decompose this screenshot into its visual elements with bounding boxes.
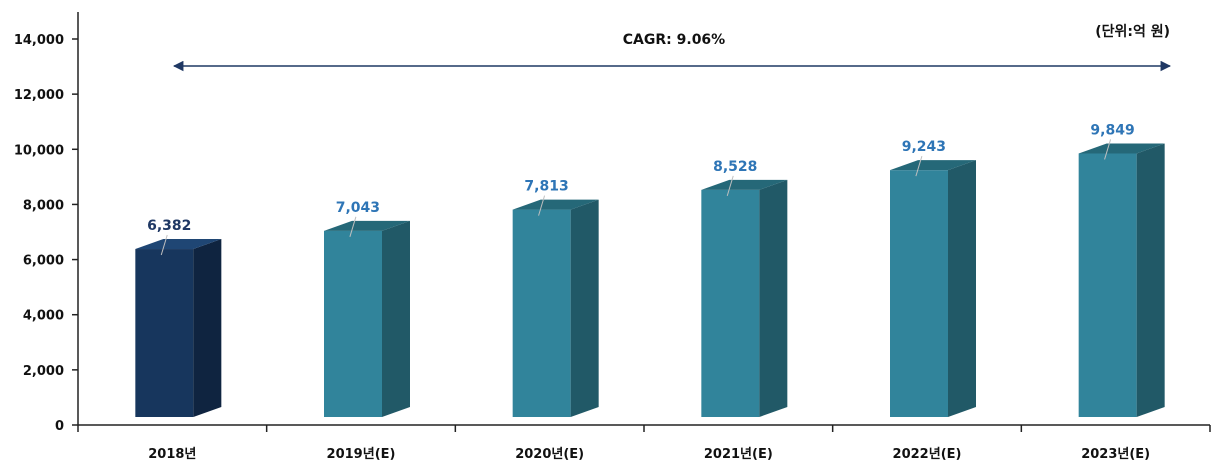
y-tick-label: 12,000: [14, 88, 64, 103]
bar: 6,382: [135, 218, 222, 417]
y-tick-label: 0: [55, 419, 64, 434]
y-tick-label: 10,000: [14, 143, 64, 158]
bar-front: [890, 170, 948, 417]
bar-value-label: 9,243: [902, 139, 946, 155]
y-tick-label: 4,000: [23, 309, 64, 324]
label-leader: [349, 216, 357, 237]
y-tick-label: 14,000: [14, 33, 64, 48]
bar-front: [135, 249, 194, 417]
bar: 7,813: [512, 179, 599, 417]
bar-side: [382, 220, 410, 417]
bar-top: [890, 160, 976, 171]
x-axis-categories: 2018년 2019년(E) 2020년(E) 2021년(E) 2022년(E) 202…: [77, 425, 1211, 462]
unit-note: (단위:억 원): [1095, 23, 1170, 40]
bar-value-label: 8,528: [713, 159, 757, 175]
y-tick-label: 8,000: [23, 198, 64, 213]
bar-front: [324, 230, 382, 417]
bar-side: [759, 179, 788, 417]
bar-side: [948, 160, 976, 417]
bar-value-label: 9,849: [1090, 122, 1134, 138]
x-tick-label: 2022년(E): [893, 447, 962, 462]
bar: 9,849: [1078, 122, 1165, 417]
bar-side: [1136, 143, 1165, 417]
y-axis-ticks: 0 2,000 4,000 6,000 8,000 10,000 12,000 14,000: [14, 33, 78, 434]
bar-top: [324, 220, 410, 231]
bar: 7,043: [324, 200, 410, 417]
x-tick-label: 2018년: [148, 447, 196, 462]
x-tick-label: 2020년(E): [515, 447, 584, 462]
bar-side: [570, 199, 599, 417]
label-leader: [538, 195, 546, 216]
x-tick-label: 2021년(E): [704, 447, 773, 462]
bar-front: [512, 209, 571, 417]
bar: 8,528: [701, 159, 788, 417]
label-leader: [726, 175, 734, 197]
bar-front: [1078, 153, 1137, 417]
bar-front: [701, 189, 760, 417]
bar-value-label: 6,382: [147, 218, 191, 234]
y-tick-label: 2,000: [23, 364, 64, 379]
bar-top: [512, 199, 599, 210]
y-tick-label: 6,000: [23, 254, 64, 269]
label-leader: [160, 234, 168, 256]
bar-series: 6,382 7,043 7,813 8,528 9,243 9,849: [135, 122, 1165, 417]
x-tick-label: 2019년(E): [327, 447, 396, 462]
label-leader: [1104, 139, 1112, 160]
label-leader: [915, 156, 923, 177]
bar: 9,243: [890, 139, 976, 417]
x-tick-label: 2023년(E): [1081, 447, 1150, 462]
cagr-label: CAGR: 9.06%: [623, 32, 725, 48]
bar-top: [701, 179, 788, 190]
bar-value-label: 7,813: [524, 179, 568, 195]
bar-side: [193, 239, 222, 417]
bar-top: [135, 239, 222, 250]
bar-top: [1078, 143, 1165, 154]
bar-value-label: 7,043: [336, 200, 380, 216]
